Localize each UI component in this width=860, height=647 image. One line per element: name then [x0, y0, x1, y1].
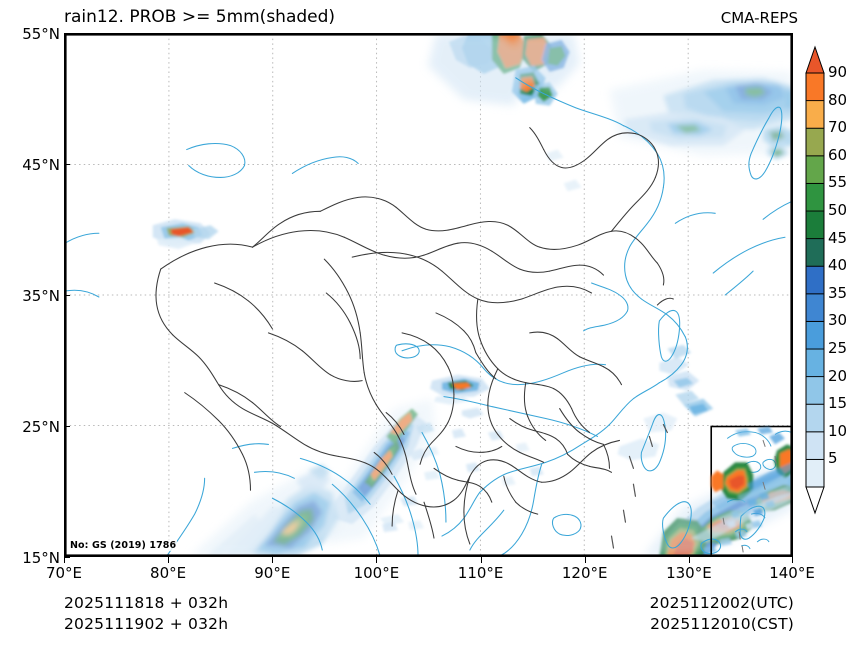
valid-time-utc-label: 2025112002(UTC) [649, 594, 794, 612]
map-admin-boundaries [155, 127, 674, 545]
x-tick-label-130e: 130°E [666, 564, 712, 582]
precip-halo-yunnan [318, 398, 436, 545]
colorbar-tick-label-30: 30 [828, 311, 848, 330]
colorbar[interactable] [805, 45, 825, 515]
colorbar-tick-label-45: 45 [828, 228, 848, 247]
x-tick-label-140e: 140°E [769, 564, 815, 582]
colorbar-band [805, 320, 825, 350]
x-tick-mark [376, 557, 378, 563]
x-tick-label-120e: 120°E [561, 564, 608, 582]
x-tick-mark [168, 557, 170, 563]
colorbar-band [805, 210, 825, 240]
colorbar-tick-label-90: 90 [828, 63, 848, 81]
colorbar-tick-label-40: 40 [828, 256, 848, 275]
x-tick-mark [584, 557, 586, 563]
colorbar-band [805, 127, 825, 157]
init-time-utc-label: 2025111818 + 032h [64, 594, 229, 612]
precip-halo-sakhalin [428, 34, 580, 106]
colorbar-band [805, 403, 825, 433]
colorbar-tick-label-5: 5 [828, 449, 838, 468]
colorbar-tick-label-10: 10 [828, 421, 848, 440]
x-tick-mark [272, 557, 274, 563]
x-tick-label-100e: 100°E [353, 564, 400, 582]
precip-halo-okhotsk [609, 69, 792, 156]
page-title: rain12. PROB >= 5mm(shaded) [64, 7, 336, 27]
init-time-cst-label: 2025111902 + 032h [64, 615, 229, 633]
x-tick-mark [64, 557, 65, 563]
colorbar-tick-label-80: 80 [828, 90, 848, 109]
colorbar-band [805, 182, 825, 212]
colorbar-band [805, 458, 825, 488]
y-tick-label-35n: 35°N [22, 287, 60, 305]
colorbar-tick-label-25: 25 [828, 339, 848, 357]
colorbar-tick-label-60: 60 [828, 145, 848, 164]
colorbar-tick-label-70: 70 [828, 118, 848, 137]
valid-time-cst-label: 2025112010(CST) [650, 615, 794, 633]
y-tick-mark [64, 426, 70, 427]
precip-field-sichuan [429, 374, 490, 419]
colorbar-tick-label-55: 55 [828, 173, 848, 192]
x-tick-label-110e: 110°E [457, 564, 504, 582]
y-tick-mark [64, 557, 70, 558]
precip-field-xinjiang [152, 219, 219, 250]
colorbar-band [805, 376, 825, 405]
colorbar-tick-label-15: 15 [828, 394, 848, 413]
x-tick-mark [480, 557, 482, 563]
colorbar-band [805, 155, 825, 184]
colorbar-swatches [805, 45, 825, 515]
precip-halo-indochina [190, 468, 351, 556]
y-tick-label-45n: 45°N [22, 156, 60, 174]
colorbar-band [805, 238, 825, 267]
x-tick-mark [792, 557, 793, 563]
y-tick-label-55n: 55°N [22, 25, 60, 43]
colorbar-band [805, 265, 825, 295]
precip-field-scattered [382, 149, 582, 533]
map-approval-number: No: GS (2019) 1786 [69, 540, 178, 551]
colorbar-tick-label-50: 50 [828, 201, 848, 219]
colorbar-band [805, 431, 825, 460]
x-tick-label-70e: 70°E [45, 564, 83, 582]
y-tick-mark [64, 295, 70, 296]
x-tick-label-80e: 80°E [150, 564, 187, 582]
inset-box-south-china-sea [710, 425, 792, 556]
colorbar-band [805, 293, 825, 322]
colorbar-tick-label-35: 35 [828, 283, 848, 302]
map-coastlines [65, 77, 792, 556]
colorbar-band [805, 348, 825, 378]
colorbar-band [805, 72, 825, 102]
x-tick-mark [688, 557, 690, 563]
y-tick-mark [64, 33, 70, 34]
y-tick-mark [64, 164, 70, 165]
colorbar-band [805, 100, 825, 129]
model-name-label: CMA-REPS [720, 9, 798, 27]
y-tick-label-25n: 25°N [22, 418, 60, 436]
x-tick-label-90e: 90°E [254, 564, 291, 582]
map-plot-area[interactable]: No: GS (2019) 1786 [64, 33, 793, 557]
colorbar-tick-label-20: 20 [828, 366, 848, 385]
y-tick-label-15n: 15°N [22, 549, 60, 567]
map-canvas [65, 34, 792, 556]
south-china-sea-dash-marks [610, 423, 668, 549]
